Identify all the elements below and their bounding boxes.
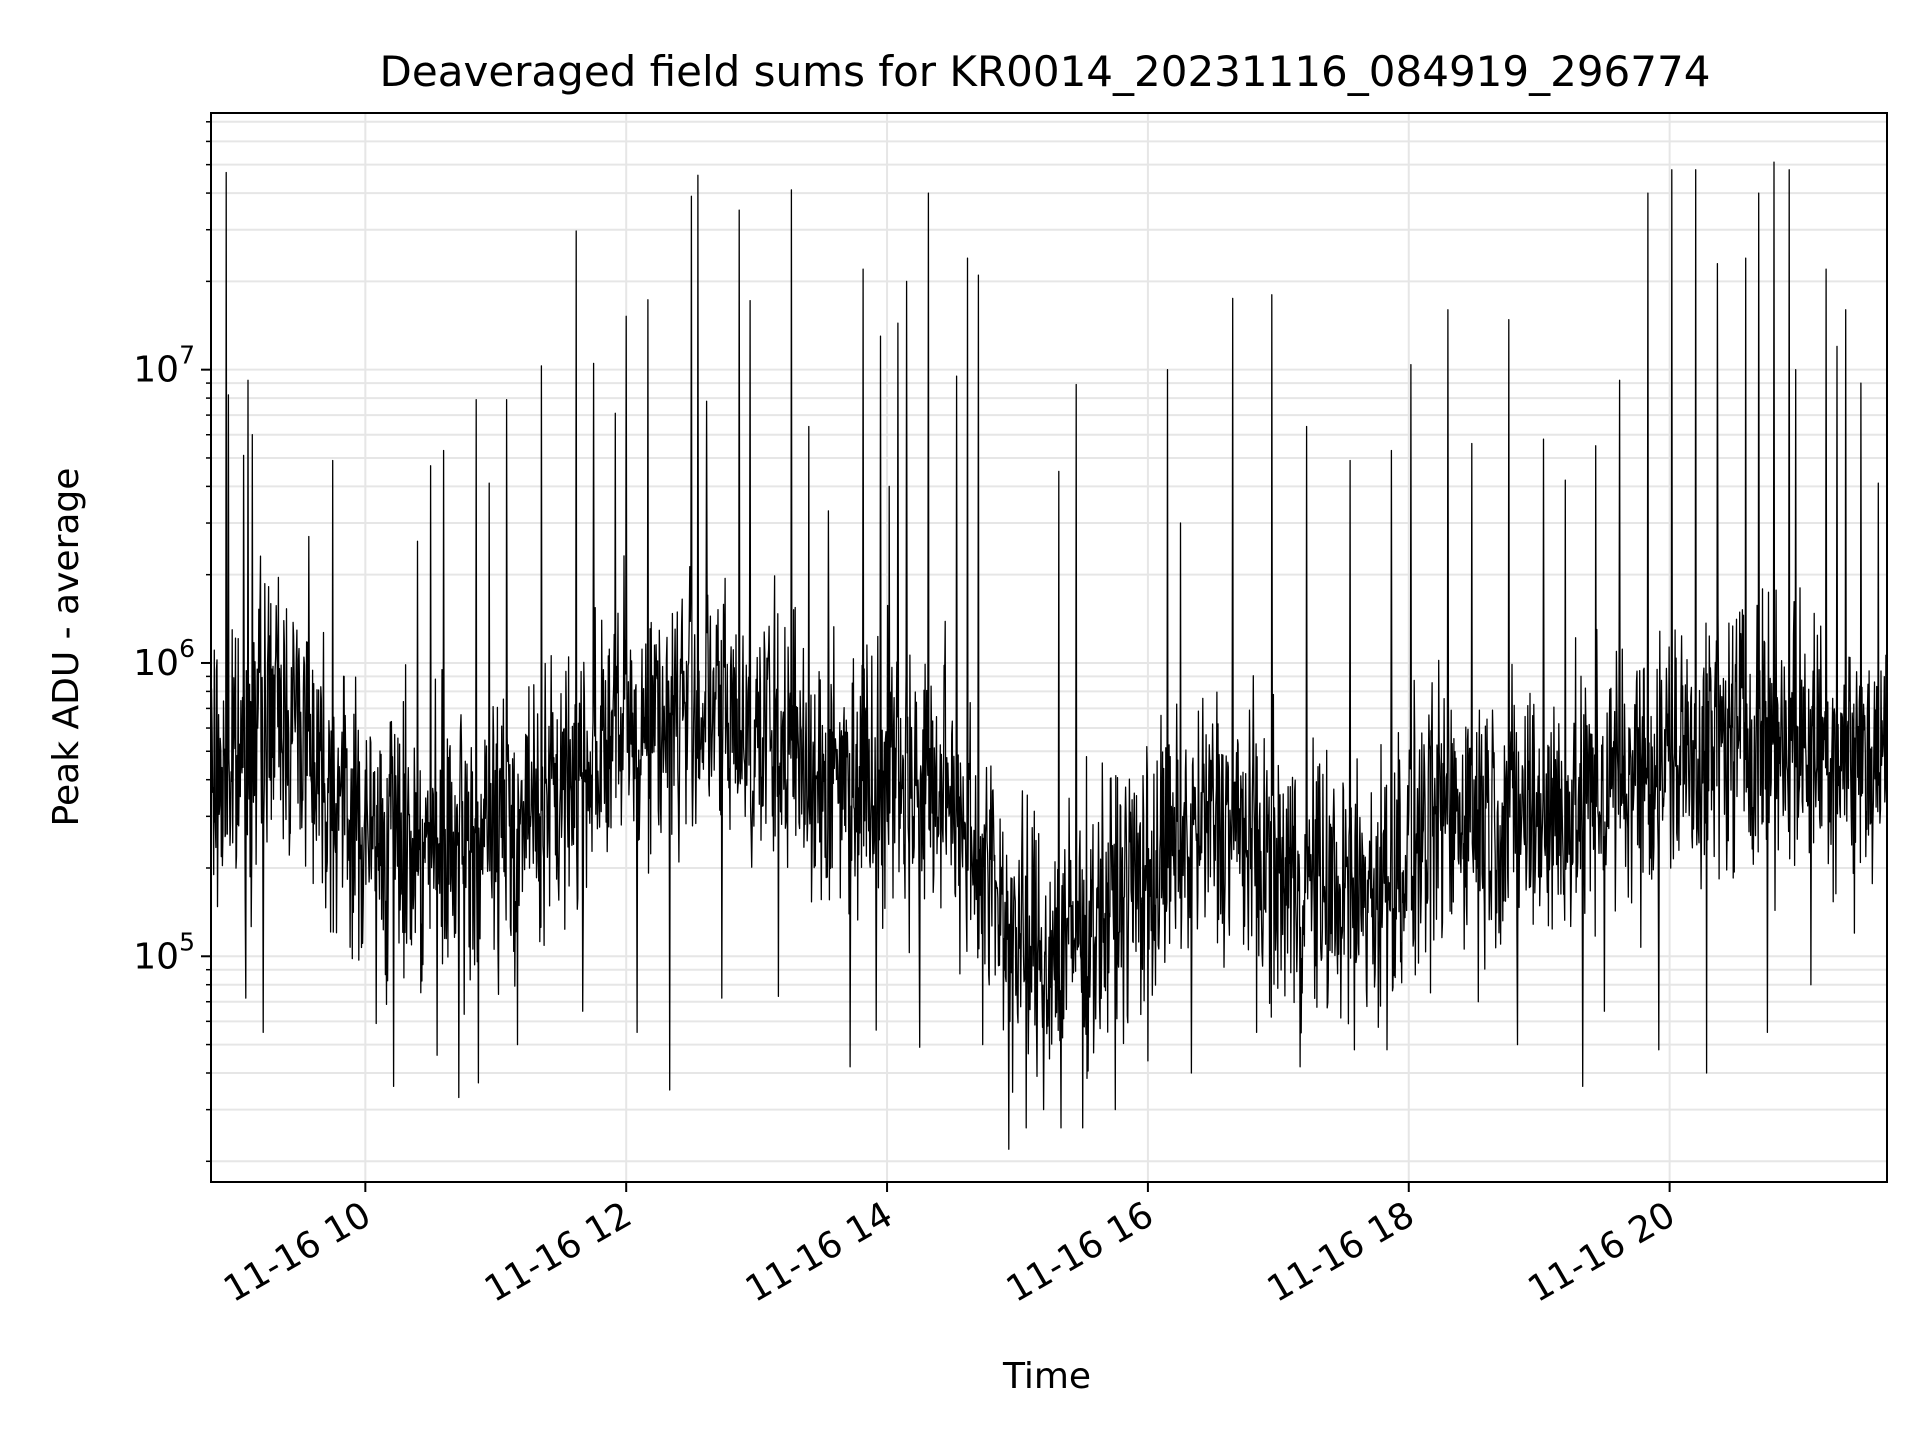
x-axis-label: Time: [1002, 1356, 1091, 1397]
y-axis: 105 106 107: [133, 121, 211, 1163]
plot-frame: [210, 112, 1888, 1183]
chart-title: Deaveraged field sums for KR0014_2023111…: [380, 47, 1711, 96]
y-axis-label: Peak ADU - average: [46, 468, 87, 827]
y-tick-label: 106: [133, 634, 195, 684]
y-tick-label: 105: [133, 927, 195, 977]
series-line: [210, 161, 1888, 1150]
y-tick-label: 107: [133, 341, 195, 391]
plot-area: [210, 112, 1888, 1183]
